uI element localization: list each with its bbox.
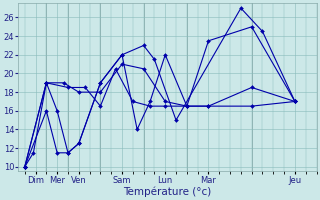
- X-axis label: Température (°c): Température (°c): [123, 186, 212, 197]
